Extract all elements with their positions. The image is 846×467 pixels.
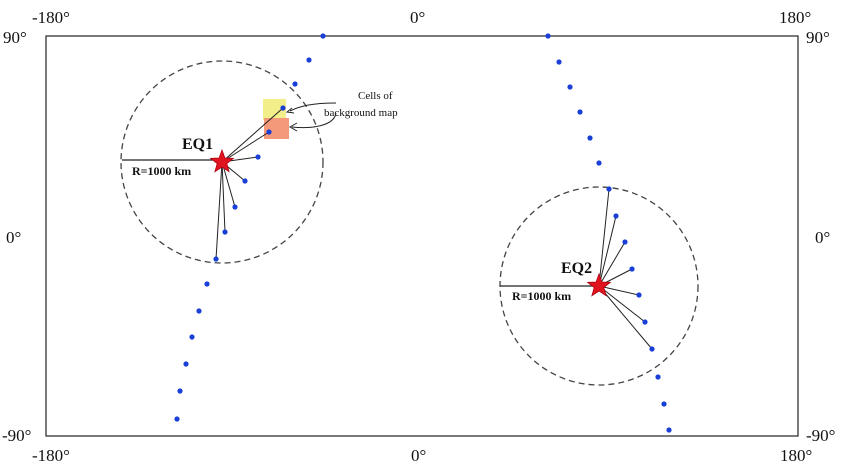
- station-dot: [556, 59, 562, 65]
- lon-label-top-center: 0°: [410, 8, 425, 27]
- cells-annotation-line2: background map: [324, 107, 398, 119]
- lon-label-bottom-right: 180°: [780, 446, 812, 465]
- station-dot: [174, 416, 180, 422]
- station-dot: [567, 84, 573, 90]
- station-dot: [596, 160, 602, 166]
- annotation-arrow-upper: [289, 102, 337, 112]
- cells-annotation-line1: Cells of: [358, 90, 393, 102]
- lon-label-bottom-left: -180°: [32, 446, 70, 465]
- annotation-arrow-lower: [291, 112, 337, 129]
- station-dot: [183, 361, 189, 367]
- station-dot: [292, 81, 298, 87]
- station-dot: [204, 281, 210, 287]
- station-dot: [613, 213, 619, 219]
- station-dot: [642, 319, 648, 325]
- station-dot: [606, 186, 612, 192]
- station-dots: [174, 33, 672, 433]
- station-dot: [655, 374, 661, 380]
- station-dot: [622, 239, 628, 245]
- eq1-radius-label: R=1000 km: [132, 164, 191, 178]
- lat-label-left-top: 90°: [3, 28, 27, 47]
- station-dot: [629, 266, 635, 272]
- station-dot: [577, 109, 583, 115]
- eq1-radius-circle: [120, 60, 324, 264]
- station-dot: [587, 135, 593, 141]
- background-cell-yellow: [263, 99, 286, 120]
- station-dot: [306, 57, 312, 63]
- station-dot: [213, 256, 219, 262]
- lat-label-right-mid: 0°: [815, 228, 830, 247]
- station-dot: [232, 204, 238, 210]
- station-dot: [649, 346, 655, 352]
- lat-label-right-top: 90°: [806, 28, 830, 47]
- station-dot: [196, 308, 202, 314]
- lon-label-top-right: 180°: [779, 8, 811, 27]
- eq2-connections: [598, 188, 653, 350]
- station-dot: [242, 178, 248, 184]
- station-dot: [266, 129, 272, 135]
- map-frame: [45, 35, 799, 437]
- station-dot: [177, 388, 183, 394]
- station-dot: [666, 427, 672, 433]
- station-dot: [280, 105, 286, 111]
- station-dot: [636, 292, 642, 298]
- station-dot: [661, 401, 667, 407]
- eq1-connections: [215, 107, 284, 260]
- lat-label-left-bottom: -90°: [2, 426, 31, 445]
- annotation-arrowhead-lower: [288, 122, 298, 132]
- lon-label-bottom-center: 0°: [411, 446, 426, 465]
- eq1-star-icon: [209, 148, 235, 173]
- lat-label-right-bottom: -90°: [806, 426, 835, 445]
- eq1-label: EQ1: [182, 136, 213, 153]
- lat-label-left-mid: 0°: [6, 228, 21, 247]
- station-dot: [320, 33, 326, 39]
- station-dot: [545, 33, 551, 39]
- eq2-star-icon: [586, 272, 612, 297]
- eq2-radius-label: R=1000 km: [512, 289, 571, 303]
- station-dot: [222, 229, 228, 235]
- eq2-label: EQ2: [561, 260, 592, 277]
- station-dot: [255, 154, 261, 160]
- station-dot: [189, 334, 195, 340]
- lon-label-top-left: -180°: [32, 8, 70, 27]
- annotation-arrowhead-upper: [285, 107, 295, 114]
